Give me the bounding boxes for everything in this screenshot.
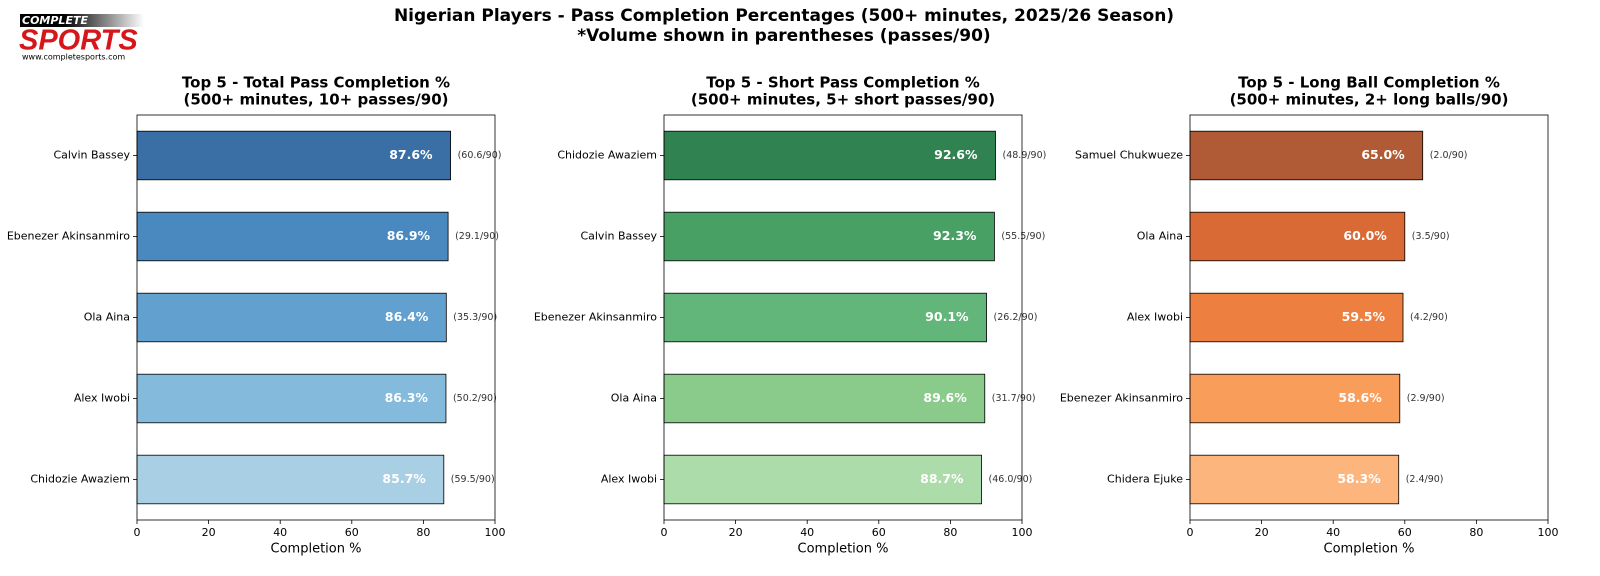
x-tick-label: 60 bbox=[1398, 526, 1412, 539]
logo-main: SPORTS bbox=[19, 25, 138, 57]
category-label: Ola Aina bbox=[611, 392, 657, 405]
x-tick-label: 40 bbox=[1326, 526, 1340, 539]
category-label: Ola Aina bbox=[1137, 230, 1183, 243]
bar bbox=[136, 211, 449, 262]
volume-label: (35.3/90) bbox=[453, 312, 497, 323]
logo-url: www.completesports.com bbox=[22, 53, 125, 62]
volume-label: (31.7/90) bbox=[992, 393, 1036, 404]
x-tick-label: 100 bbox=[1012, 526, 1033, 539]
page-subtitle: *Volume shown in parentheses (passes/90) bbox=[577, 26, 990, 46]
bar bbox=[663, 454, 982, 505]
axes-frame bbox=[1189, 114, 1549, 521]
bar bbox=[663, 130, 996, 181]
x-tick-label: 20 bbox=[729, 526, 743, 539]
value-label: 65.0% bbox=[1361, 147, 1405, 162]
value-label: 92.3% bbox=[933, 228, 977, 243]
chart-subtitle: (500+ minutes, 2+ long balls/90) bbox=[1230, 91, 1509, 109]
x-tick-label: 80 bbox=[416, 526, 430, 539]
bar bbox=[136, 130, 452, 181]
x-axis-label: Completion % bbox=[1324, 542, 1415, 557]
value-label: 59.5% bbox=[1342, 309, 1386, 324]
value-label: 60.0% bbox=[1343, 228, 1387, 243]
volume-label: (50.2/90) bbox=[453, 393, 497, 404]
x-tick-label: 20 bbox=[202, 526, 216, 539]
x-axis-label: Completion % bbox=[271, 542, 362, 557]
volume-label: (29.1/90) bbox=[455, 231, 499, 242]
bar bbox=[663, 292, 987, 343]
value-label: 86.4% bbox=[385, 309, 429, 324]
x-tick-label: 60 bbox=[345, 526, 359, 539]
volume-label: (26.2/90) bbox=[994, 312, 1038, 323]
value-label: 86.3% bbox=[385, 390, 429, 405]
x-tick-label: 100 bbox=[1538, 526, 1559, 539]
x-tick-label: 40 bbox=[273, 526, 287, 539]
volume-label: (46.0/90) bbox=[989, 474, 1033, 485]
category-label: Calvin Bassey bbox=[580, 230, 657, 243]
volume-label: (2.9/90) bbox=[1407, 393, 1445, 404]
axes-frame bbox=[136, 114, 496, 521]
bar bbox=[1189, 373, 1401, 424]
value-label: 89.6% bbox=[923, 390, 967, 405]
chart-title: Top 5 - Total Pass Completion % bbox=[182, 74, 450, 92]
value-label: 88.7% bbox=[920, 471, 964, 486]
category-label: Ebenezer Akinsanmiro bbox=[1060, 392, 1183, 405]
x-tick-label: 60 bbox=[872, 526, 886, 539]
bar bbox=[1189, 130, 1424, 181]
category-label: Ebenezer Akinsanmiro bbox=[7, 230, 130, 243]
category-label: Chidera Ejuke bbox=[1107, 473, 1183, 486]
volume-label: (4.2/90) bbox=[1410, 312, 1448, 323]
value-label: 58.6% bbox=[1338, 390, 1382, 405]
bar bbox=[136, 454, 445, 505]
category-label: Ebenezer Akinsanmiro bbox=[534, 311, 657, 324]
category-label: Samuel Chukwueze bbox=[1075, 149, 1183, 162]
category-label: Calvin Bassey bbox=[53, 149, 130, 162]
category-label: Chidozie Awaziem bbox=[30, 473, 130, 486]
bar bbox=[663, 373, 986, 424]
x-tick-label: 80 bbox=[1469, 526, 1483, 539]
bar bbox=[663, 211, 995, 262]
volume-label: (3.5/90) bbox=[1412, 231, 1450, 242]
bar bbox=[1189, 454, 1400, 505]
value-label: 58.3% bbox=[1337, 471, 1381, 486]
x-tick-label: 0 bbox=[1187, 526, 1194, 539]
value-label: 90.1% bbox=[925, 309, 969, 324]
chart-title: Top 5 - Short Pass Completion % bbox=[706, 74, 980, 92]
volume-label: (59.5/90) bbox=[451, 474, 495, 485]
volume-label: (2.0/90) bbox=[1430, 150, 1468, 161]
volume-label: (2.4/90) bbox=[1406, 474, 1444, 485]
page-title: Nigerian Players - Pass Completion Perce… bbox=[394, 6, 1174, 26]
x-tick-label: 40 bbox=[800, 526, 814, 539]
value-label: 87.6% bbox=[389, 147, 433, 162]
value-label: 92.6% bbox=[934, 147, 978, 162]
chart-title: Top 5 - Long Ball Completion % bbox=[1238, 74, 1500, 92]
bar bbox=[1189, 211, 1406, 262]
x-tick-label: 80 bbox=[943, 526, 957, 539]
category-label: Alex Iwobi bbox=[1127, 311, 1183, 324]
volume-label: (55.5/90) bbox=[1001, 231, 1045, 242]
x-tick-label: 0 bbox=[661, 526, 668, 539]
x-tick-label: 100 bbox=[485, 526, 506, 539]
bar bbox=[136, 292, 447, 343]
bar bbox=[1189, 292, 1404, 343]
chart-subtitle: (500+ minutes, 5+ short passes/90) bbox=[691, 91, 995, 109]
axes-frame bbox=[663, 114, 1023, 521]
volume-label: (48.9/90) bbox=[1003, 150, 1047, 161]
value-label: 85.7% bbox=[382, 471, 426, 486]
x-tick-label: 20 bbox=[1255, 526, 1269, 539]
chart-subtitle: (500+ minutes, 10+ passes/90) bbox=[184, 91, 449, 109]
logo-bar bbox=[20, 14, 144, 27]
logo-top: COMPLETE bbox=[22, 14, 88, 27]
x-axis-label: Completion % bbox=[798, 542, 889, 557]
category-label: Alex Iwobi bbox=[74, 392, 130, 405]
category-label: Chidozie Awaziem bbox=[557, 149, 657, 162]
x-tick-label: 0 bbox=[134, 526, 141, 539]
value-label: 86.9% bbox=[387, 228, 431, 243]
bar bbox=[136, 373, 447, 424]
category-label: Ola Aina bbox=[84, 311, 130, 324]
category-label: Alex Iwobi bbox=[601, 473, 657, 486]
volume-label: (60.6/90) bbox=[458, 150, 502, 161]
